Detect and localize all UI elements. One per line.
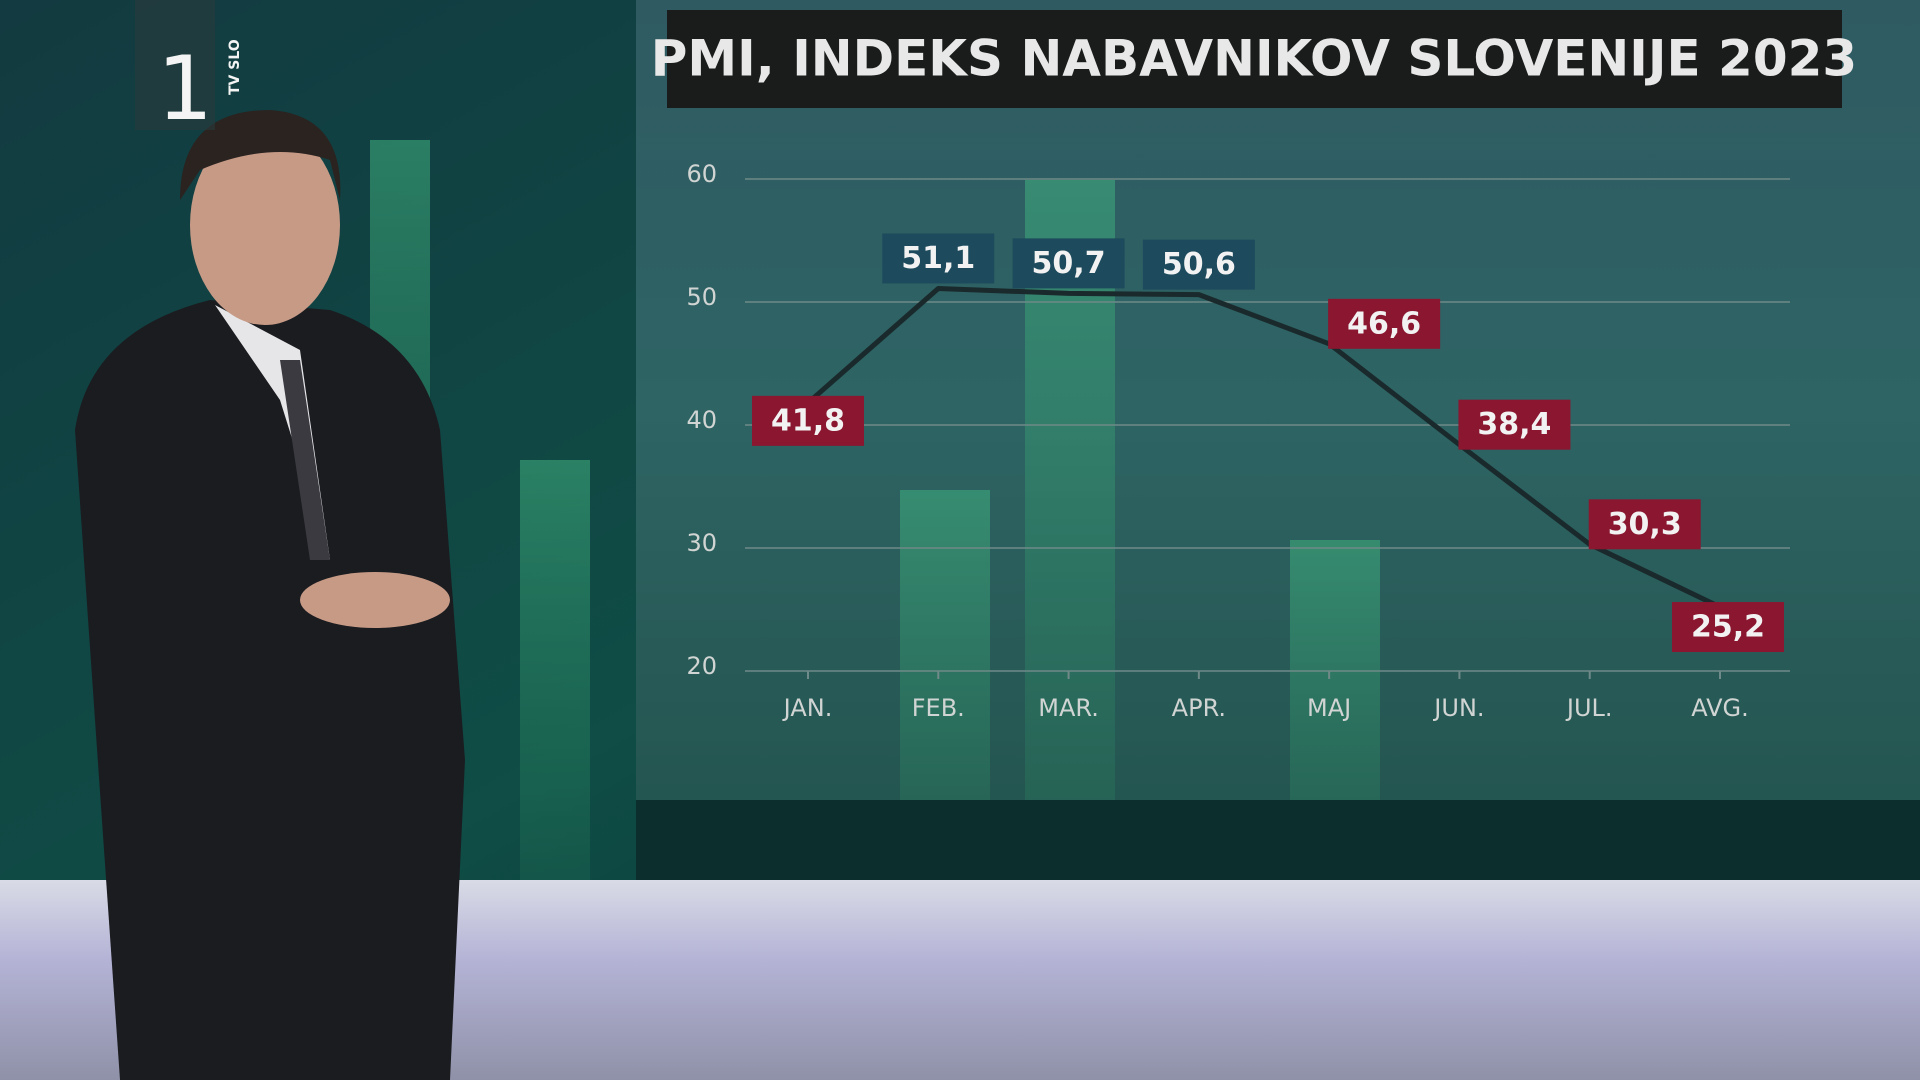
chart-title: PMI, INDEKS NABAVNIKOV SLOVENIJE 2023: [651, 30, 1857, 88]
value-label: 30,3: [1608, 507, 1682, 542]
value-label-box: [1588, 499, 1701, 550]
decor-bar: [520, 460, 590, 880]
value-label: 51,1: [901, 241, 975, 276]
presenter: [75, 110, 465, 1080]
hair: [180, 110, 341, 200]
title-box: [667, 10, 1842, 108]
tie: [280, 360, 330, 560]
value-label-box: [1458, 399, 1571, 450]
value-label-box: [1142, 239, 1255, 290]
x-tick-label: JUN.: [1432, 694, 1484, 722]
logo-channel: 1: [157, 37, 213, 140]
value-label: 50,6: [1162, 247, 1236, 282]
line: [806, 285, 1722, 610]
x-tick-label: JAN.: [782, 694, 833, 722]
value-label: 50,7: [1032, 246, 1106, 281]
value-label: 46,6: [1347, 306, 1421, 341]
x-tick-label: MAJ: [1307, 694, 1351, 722]
value-label-box: [752, 395, 864, 446]
value-label-box: [1328, 298, 1441, 349]
x-tick-label: AVG.: [1691, 694, 1749, 722]
value-label-box: [882, 233, 995, 284]
x-tick-label: MAR.: [1038, 694, 1099, 722]
x-tick-label: APR.: [1172, 694, 1226, 722]
value-label-box: [1672, 602, 1784, 653]
decor-bar: [1025, 180, 1115, 880]
logo-name: TV SLO: [227, 39, 243, 95]
x-tick-label: JUL.: [1565, 694, 1613, 722]
head: [190, 125, 340, 325]
y-tick-label: 50: [686, 283, 717, 311]
value-label: 25,2: [1691, 610, 1765, 645]
y-tick-label: 30: [686, 529, 717, 557]
y-tick-label: 40: [686, 406, 717, 434]
y-tick-label: 20: [686, 652, 717, 680]
hands: [300, 572, 450, 628]
y-tick-label: 60: [686, 160, 717, 188]
panel-base: [636, 800, 1920, 895]
chart: 20 30 40 50 60 JAN. FEB. MAR. APR. MAJ JUN. JUL. AVG…: [686, 160, 1790, 722]
value-label: 38,4: [1477, 407, 1551, 442]
x-tick-label: FEB.: [912, 694, 965, 722]
suit: [75, 300, 465, 1080]
value-label-box: [1012, 238, 1125, 289]
value-label: 41,8: [771, 403, 845, 438]
logo-box: [135, 0, 215, 130]
